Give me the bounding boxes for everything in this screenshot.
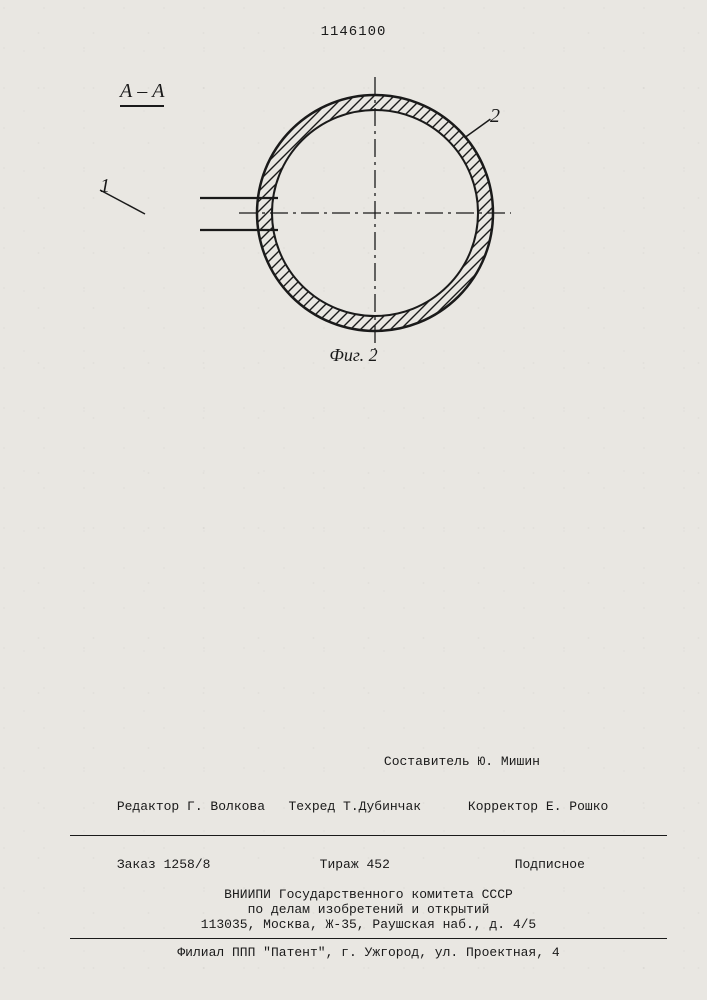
doc-number: 1146100 [0,24,707,40]
editor: Редактор Г. Волкова [117,799,265,814]
corrector: Корректор Е. Рошко [468,799,608,814]
page: 1146100 А – А [0,0,707,1000]
figure-caption: Фиг. 2 [0,345,707,366]
figure-diagram: 1 2 [140,70,480,350]
address-line: 113035, Москва, Ж-35, Раушская наб., д. … [70,917,667,932]
org-line-1: ВНИИПИ Государственного комитета СССР [70,887,667,902]
branch-line: Филиал ППП "Патент", г. Ужгород, ул. Про… [70,945,667,960]
order: Заказ 1258/8 [117,857,211,872]
composer: Составитель Ю. Мишин [384,754,540,769]
footer-order-row: Заказ 1258/8 Тираж 452 Подписное [70,842,667,887]
divider-1 [70,835,667,836]
signed: Подписное [515,857,585,872]
footer-credits-row: Редактор Г. Волкова Техред Т.Дубинчак Ко… [70,784,667,829]
tirage: Тираж 452 [320,857,390,872]
footer-block: Составитель Ю. Мишин Редактор Г. Волкова… [70,739,667,960]
techred: Техред Т.Дубинчак [288,799,421,814]
cross-section-svg [140,70,540,360]
callout-2: 2 [490,105,500,128]
leader-1-svg [90,70,150,360]
org-line-2: по делам изобретений и открытий [70,902,667,917]
footer-composer: Составитель Ю. Мишин [70,739,667,784]
divider-2 [70,938,667,939]
